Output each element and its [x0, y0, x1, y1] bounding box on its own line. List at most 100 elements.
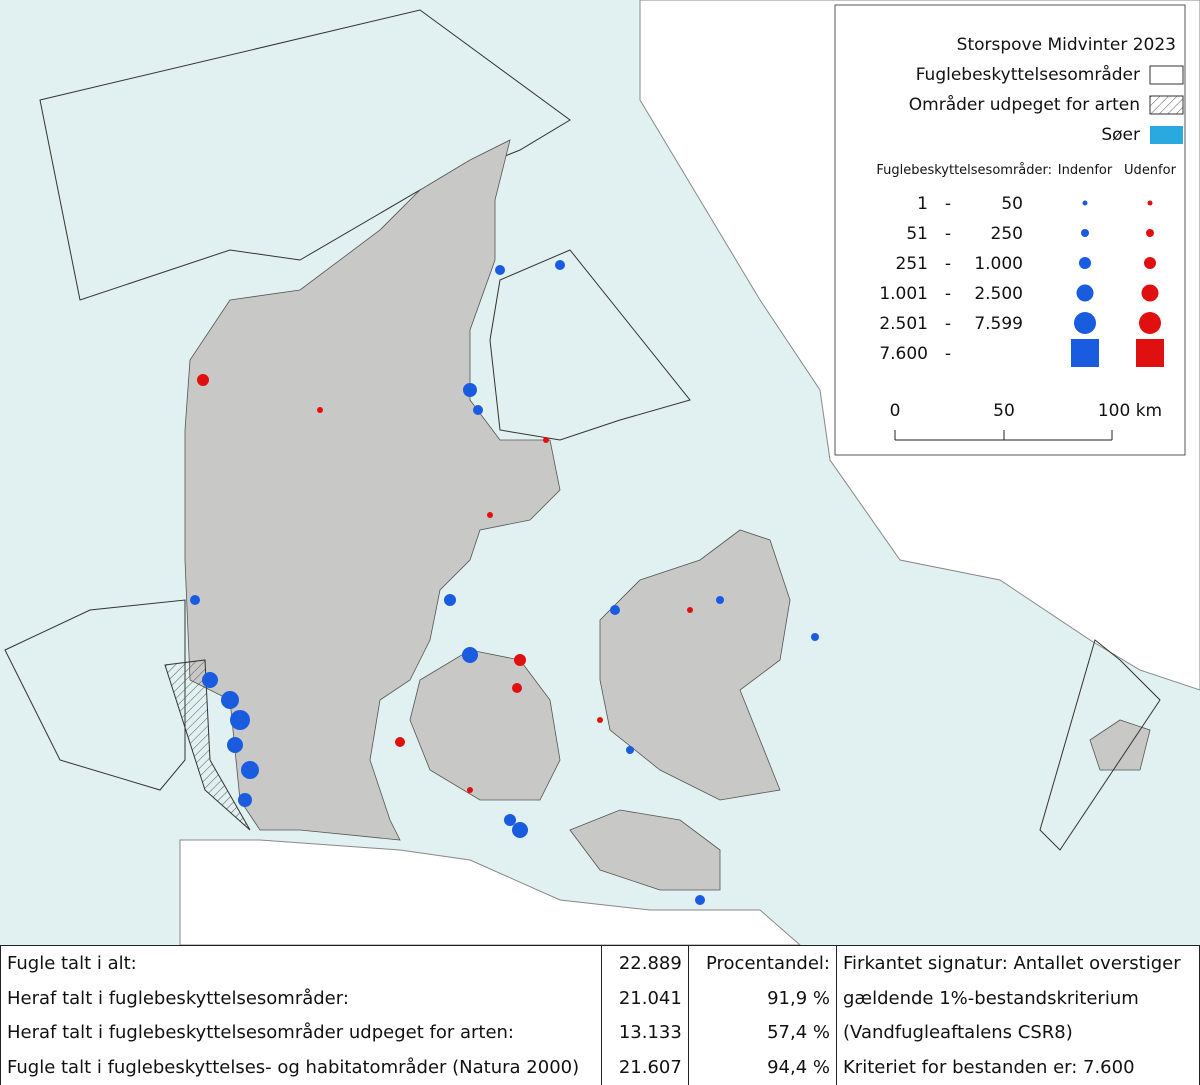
point [230, 710, 250, 730]
class-separator: - [945, 344, 951, 364]
bornholm [1089, 719, 1151, 771]
point [543, 437, 549, 443]
class-from: 251 [896, 254, 928, 274]
legend-item: Fuglebeskyttelsesområder [916, 64, 1140, 85]
point [811, 633, 819, 641]
table-row: Heraf talt i fuglebeskyttelsesområder ud… [0, 1015, 1200, 1051]
table-cell: Firkantet signatur: Antallet overstiger [836, 944, 1200, 981]
table-cell: 91,9 % [687, 980, 838, 1016]
point [473, 405, 483, 415]
point [227, 737, 243, 753]
point [687, 607, 693, 613]
table-cell: 21.607 [601, 1050, 689, 1085]
designated-area [164, 659, 251, 831]
point [190, 595, 200, 605]
size-symbol [1136, 339, 1164, 367]
scale-label: 100 km [1098, 401, 1162, 421]
size-symbol [1082, 200, 1088, 206]
class-separator: - [945, 194, 951, 214]
protected-area [489, 249, 691, 441]
point [395, 737, 405, 747]
size-symbol [1146, 229, 1154, 237]
size-inside: Indenfor [1058, 163, 1113, 178]
size-symbol [1071, 339, 1099, 367]
legend: Storspove Midvinter 2023 Fuglebeskyttels… [834, 4, 1186, 456]
table-cell: 21.041 [601, 980, 689, 1016]
summary-table: Fugle talt i alt: 22.889 Procentandel: Firk… [0, 944, 1200, 1085]
legend-swatch [1150, 126, 1183, 144]
legend-swatch [1149, 65, 1184, 85]
outside-points [197, 374, 693, 793]
point [597, 717, 603, 723]
point [495, 265, 505, 275]
germany [179, 839, 801, 945]
size-symbol [1144, 257, 1156, 269]
legend-box [834, 4, 1186, 456]
table-cell: 94,4 % [687, 1050, 838, 1085]
size-symbol [1081, 229, 1089, 237]
size-symbol [1139, 312, 1161, 334]
point [716, 596, 724, 604]
point [512, 822, 528, 838]
point [626, 746, 634, 754]
class-from: 1.001 [879, 284, 928, 304]
class-separator: - [945, 314, 951, 334]
size-outside: Udenfor [1124, 163, 1177, 178]
map: Storspove Midvinter 2023 Fuglebeskyttels… [0, 0, 1200, 945]
table-cell: Heraf talt i fuglebeskyttelsesområder: [0, 980, 603, 1016]
table-row: Heraf talt i fuglebeskyttelsesområder: 21… [0, 980, 1200, 1016]
size-symbol [1079, 257, 1091, 269]
legend-swatch [1149, 95, 1184, 115]
table-cell: Fugle talt i fuglebeskyttelses- og habit… [0, 1050, 603, 1085]
table-cell: 13.133 [601, 1015, 689, 1051]
class-from: 2.501 [879, 314, 928, 334]
table-cell: 22.889 [601, 944, 689, 981]
point [463, 383, 477, 397]
size-symbol [1074, 312, 1096, 334]
table-row: Fugle talt i alt: 22.889 Procentandel: Firk… [0, 944, 1200, 981]
class-to: 50 [1001, 194, 1023, 214]
point [555, 260, 565, 270]
size-symbol [1076, 284, 1094, 302]
point [444, 594, 456, 606]
point [241, 761, 259, 779]
class-to: 1.000 [974, 254, 1023, 274]
point [197, 374, 209, 386]
table-cell: gældende 1%-bestandskriterium [836, 980, 1200, 1016]
table-cell: Procentandel: [687, 944, 838, 981]
point [610, 605, 620, 615]
point [238, 793, 252, 807]
scale-label: 50 [993, 401, 1015, 421]
class-from: 1 [917, 194, 928, 214]
point [462, 647, 478, 663]
table-cell: Heraf talt i fuglebeskyttelsesområder ud… [0, 1015, 603, 1051]
size-symbol [1147, 200, 1153, 206]
class-from: 7.600 [879, 344, 928, 364]
point [467, 787, 473, 793]
table-cell: Fugle talt i alt: [0, 944, 603, 981]
protected-area [1039, 639, 1161, 851]
class-from: 51 [906, 224, 928, 244]
point [695, 895, 705, 905]
inside-points [190, 260, 819, 905]
table-cell: 57,4 % [687, 1015, 838, 1051]
class-separator: - [945, 254, 951, 274]
point [504, 814, 516, 826]
size-symbol [1141, 284, 1159, 302]
point [487, 512, 493, 518]
table-row: Fugle talt i fuglebeskyttelses- og habit… [0, 1050, 1200, 1085]
lolland-falster [569, 809, 721, 891]
funen [409, 649, 561, 801]
point [202, 672, 218, 688]
protected-area [4, 599, 186, 791]
point [317, 407, 323, 413]
class-to: 250 [991, 224, 1023, 244]
table-cell: (Vandfugleaftalens CSR8) [836, 1015, 1200, 1051]
table-cell: Kriteriet for bestanden er: 7.600 [836, 1050, 1200, 1085]
point [512, 683, 522, 693]
legend-item: Søer [1101, 125, 1140, 145]
class-to: 7.599 [974, 314, 1023, 334]
scale-label: 0 [890, 401, 901, 421]
class-to: 2.500 [974, 284, 1023, 304]
class-separator: - [945, 224, 951, 244]
